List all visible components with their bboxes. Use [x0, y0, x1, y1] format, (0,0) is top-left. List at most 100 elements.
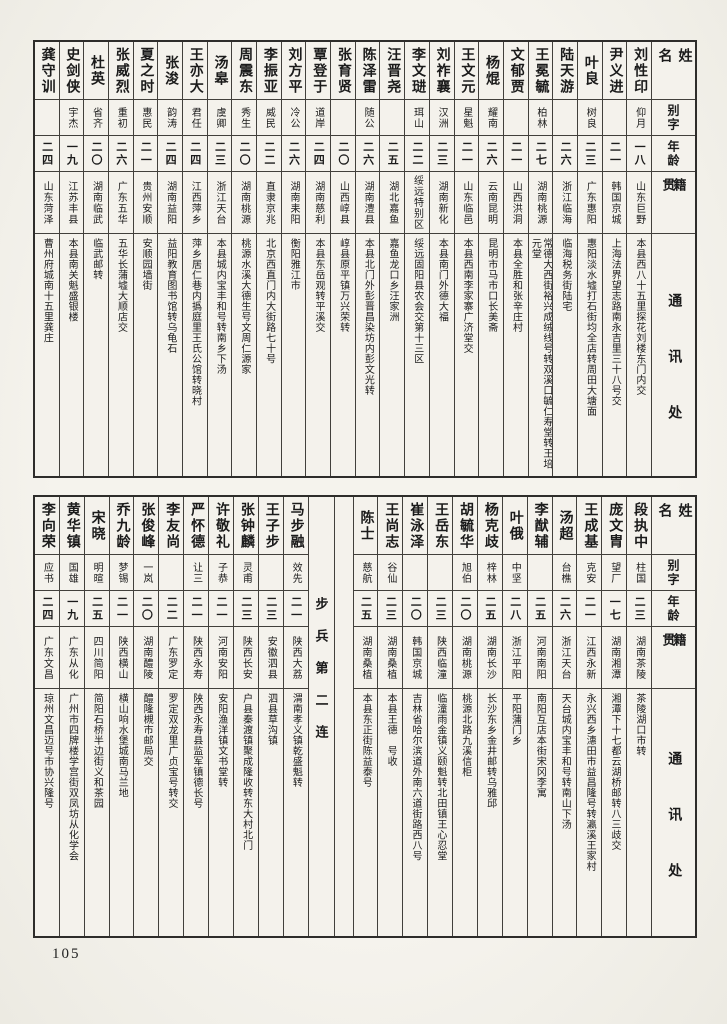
- entry-name: 文郁贾: [503, 42, 528, 100]
- entry-name: 史剑侠: [59, 42, 84, 100]
- entry-age: 二三: [627, 591, 651, 627]
- entry-address: 临海税务街陆宅: [559, 238, 571, 312]
- roster-entry-column: 李猷辅 二五 河南南阳 南阳互店本街宋冈李寓: [526, 497, 552, 936]
- roster-entry-column: 李文琎 珥山 二二 绥远特别区 绥远固阳县农会交第十三区: [404, 42, 429, 476]
- entry-name: 张钟麟: [233, 497, 258, 555]
- roster-entry-column: 段执中 柱国 二三 湖南茶陵 茶陵湖口市转: [626, 497, 651, 936]
- entry-address: 本县王德 号收: [385, 693, 397, 767]
- entry-age: 二一: [602, 136, 627, 172]
- entry-address: 本县全胜和张辛庄村: [510, 238, 522, 333]
- entry-native-place: 湖南桃源: [232, 172, 256, 234]
- roster-entry-column: 龚守训 二四 山东菏泽 曹州府城南十五里龚庄: [34, 42, 59, 476]
- header-native-place: 籍贯: [652, 627, 695, 689]
- roster-entry-column: 许敬礼 子恭 二一 河南安阳 安阳渔洋镇文书堂转: [208, 497, 233, 936]
- entry-name: 李猷辅: [527, 497, 552, 555]
- entry-age: 二五: [353, 591, 378, 627]
- entry-courtesy-name: 柱国: [627, 555, 651, 591]
- entry-age: 二〇: [232, 136, 256, 172]
- entry-age: 二六: [281, 136, 306, 172]
- entry-courtesy-name: [34, 100, 59, 136]
- entry-courtesy-name: [258, 555, 283, 591]
- entry-courtesy-name: 随公: [355, 100, 380, 136]
- entry-address: 崞县原平镇万兴荣转: [337, 238, 349, 333]
- entry-age: 二五: [380, 136, 405, 172]
- entry-native-place: 湖南桑植: [378, 627, 403, 689]
- entry-native-place: 广东五华: [108, 172, 133, 234]
- header-name: 姓名: [652, 42, 695, 100]
- entry-age: 二四: [34, 136, 59, 172]
- entry-name: 李友尚: [159, 497, 184, 555]
- entry-age: 二一: [109, 591, 134, 627]
- entry-address: 永兴西乡潓田市益昌隆号转瀛溪王家村: [584, 693, 596, 872]
- entry-address: 吉林省哈尔滨道外南六道街路西八号: [409, 693, 421, 861]
- entry-name: 王文元: [454, 42, 479, 100]
- roster-entry-column: 张浚 韵涛 二四 湖南益阳 益阳教育图书馆转乌龟石: [157, 42, 182, 476]
- entry-age: 二六: [552, 591, 577, 627]
- entry-age: 二〇: [134, 591, 159, 627]
- entry-name: 李振亚: [257, 42, 281, 100]
- entry-age: 二三: [378, 591, 403, 627]
- entry-name: 庞文胄: [602, 497, 627, 555]
- entry-address: 五华长蒲墟大顺店交: [115, 238, 127, 333]
- entry-name: 杨焜: [479, 42, 503, 100]
- entry-age: 二四: [306, 136, 331, 172]
- entry-native-place: 广东罗定: [159, 627, 184, 689]
- entry-courtesy-name: 仰月: [627, 100, 651, 136]
- entry-name: 严怀德: [184, 497, 208, 555]
- entry-address: 曹州府城南十五里龚庄: [41, 238, 53, 343]
- entry-address: 萍乡居仁巷内撝庭里王氏公馆转晓村: [189, 238, 201, 406]
- roster-entry-column: 李向荣 应书 二四 广东文昌 琼州文昌迈号市协兴隆号: [34, 497, 59, 936]
- entry-name: 马步融: [283, 497, 308, 555]
- entry-age: 二一: [454, 136, 479, 172]
- entry-address: 惠阳淡水墟打石街均全店转周田大塘面: [584, 238, 596, 417]
- roster-entry-column: 马步融 效先 二一 陕西大荔 渭南孝义镇乾盛魁转: [282, 497, 308, 936]
- entry-native-place: 浙江临海: [553, 172, 577, 234]
- entry-age: 二三: [429, 136, 454, 172]
- entry-courtesy-name: 慈航: [353, 555, 378, 591]
- entry-native-place: 江西永新: [577, 627, 602, 689]
- entry-name: 张浚: [158, 42, 182, 100]
- entry-address: 简阳石桥半边街义和茶园: [91, 693, 103, 809]
- entry-address: 醴隆槻市邮局交: [141, 693, 153, 767]
- entry-age: 二五: [477, 591, 502, 627]
- entry-name: 王岳东: [428, 497, 452, 555]
- entry-native-place: 湖南桑植: [353, 627, 378, 689]
- header-address-label: 通讯处: [666, 750, 682, 919]
- entry-name: 李向荣: [34, 497, 59, 555]
- entry-address: 临潼雨金镇义颐魁转北田镇王心忍堂: [434, 693, 446, 861]
- entry-age: 二〇: [331, 136, 355, 172]
- entry-address: 安阳渔洋镇文书堂转: [215, 693, 227, 788]
- entry-native-place: 湖南长沙: [477, 627, 502, 689]
- entry-native-place: 陕西长安: [233, 627, 258, 689]
- entry-name: 陈泽雷: [355, 42, 380, 100]
- roster-entry-column: 王尚志 谷仙 二三 湖南桑植 本县王德 号收: [377, 497, 403, 936]
- entry-native-place: 山东临邑: [454, 172, 479, 234]
- roster-entry-column: 杜英 省齐 二〇 湖南临武 临武邮转: [83, 42, 108, 476]
- entry-courtesy-name: 一岚: [134, 555, 159, 591]
- roster-entry-column: 汤皋 虞卿 二三 浙江天台 本县城内宝丰和号转南乡下汤: [206, 42, 232, 476]
- entry-age: 二五: [527, 591, 552, 627]
- entry-courtesy-name: 台樵: [552, 555, 577, 591]
- entry-address: 渭南孝义镇乾盛魁转: [290, 693, 302, 788]
- entry-native-place: 绥远特别区: [405, 172, 429, 234]
- header-courtesy-label: 别字: [666, 103, 680, 132]
- entry-age: 二四: [34, 591, 59, 627]
- entry-address: 安顺园墙街: [140, 238, 152, 291]
- entry-address: 横山响水堡城南马兰地: [116, 693, 128, 798]
- entry-courtesy-name: 望厂: [602, 555, 627, 591]
- entry-age: 二五: [84, 591, 109, 627]
- entry-name: 乔九龄: [109, 497, 134, 555]
- entry-age: 二一: [283, 591, 308, 627]
- entry-native-place: 贵州安顺: [133, 172, 158, 234]
- entry-age: 二一: [184, 591, 208, 627]
- roster-entry-column: 夏之时 惠民 二一 贵州安顺 安顺园墙街: [132, 42, 158, 476]
- entry-name: 李文琎: [405, 42, 429, 100]
- header-courtesy-label: 别字: [666, 558, 680, 587]
- entry-native-place: 韩国京城: [602, 172, 627, 234]
- entry-courtesy-name: 梦锡: [109, 555, 134, 591]
- roster-entry-column: 严怀德 让三 二一 陕西永寿 陕西永寿县监军镇德长号: [183, 497, 208, 936]
- header-address: 通讯处: [652, 689, 695, 936]
- entry-native-place: 湖南新化: [429, 172, 454, 234]
- entry-courtesy-name: 明暄: [84, 555, 109, 591]
